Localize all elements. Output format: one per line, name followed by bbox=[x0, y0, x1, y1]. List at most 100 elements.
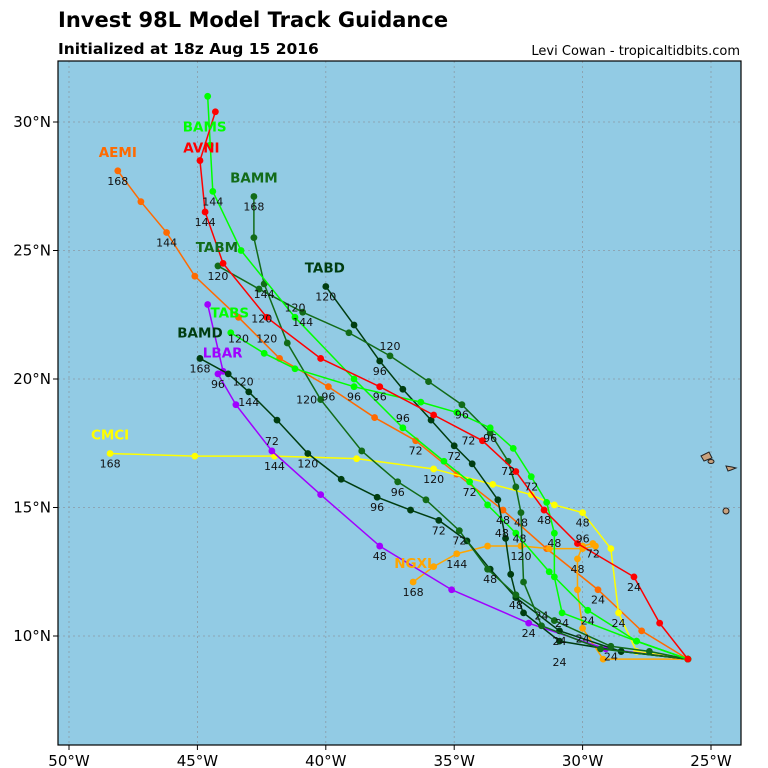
track-point bbox=[499, 506, 507, 514]
track-point bbox=[486, 424, 494, 432]
forecast-hour-label: 120 bbox=[380, 340, 401, 353]
track-point bbox=[214, 370, 222, 378]
track-point bbox=[509, 444, 517, 452]
forecast-hour-label: 168 bbox=[243, 201, 264, 214]
y-tick-label: 25°N bbox=[13, 242, 51, 260]
track-point bbox=[299, 308, 307, 316]
model-name-label: AVNI bbox=[183, 141, 219, 157]
forecast-hour-label: 48 bbox=[496, 514, 510, 527]
track-point bbox=[227, 329, 235, 337]
forecast-hour-label: 72 bbox=[463, 486, 477, 499]
track-point bbox=[232, 401, 240, 409]
forecast-hour-label: 96 bbox=[455, 409, 469, 422]
forecast-hour-label: 72 bbox=[265, 435, 279, 448]
forecast-hour-label: 48 bbox=[576, 517, 590, 530]
track-bams bbox=[204, 92, 692, 663]
track-point bbox=[484, 565, 491, 573]
track-point bbox=[574, 555, 581, 563]
track-point bbox=[527, 491, 535, 499]
track-point bbox=[371, 414, 378, 421]
track-point bbox=[630, 573, 638, 581]
track-point bbox=[291, 365, 299, 373]
track-point bbox=[484, 542, 491, 550]
island-shape bbox=[707, 459, 715, 464]
track-point bbox=[448, 586, 456, 594]
track-point bbox=[409, 578, 417, 586]
track-point bbox=[594, 586, 602, 594]
island-shape bbox=[725, 465, 738, 472]
forecast-hour-label: 168 bbox=[403, 586, 424, 599]
track-point bbox=[520, 578, 527, 586]
forecast-hour-label: 144 bbox=[264, 460, 285, 473]
track-point bbox=[453, 550, 461, 558]
model-name-label: TABS bbox=[210, 306, 249, 322]
forecast-hour-label: 48 bbox=[537, 514, 551, 527]
track-point bbox=[337, 475, 345, 483]
y-tick-label: 10°N bbox=[13, 627, 51, 645]
track-point bbox=[201, 208, 209, 216]
track-point bbox=[425, 378, 432, 385]
forecast-hour-label: 168 bbox=[107, 175, 128, 188]
track-point bbox=[211, 108, 219, 116]
forecast-hour-label: 168 bbox=[189, 362, 210, 375]
forecast-hour-label: 72 bbox=[447, 450, 461, 463]
track-point bbox=[540, 506, 548, 514]
track-point bbox=[245, 388, 253, 396]
track-point bbox=[556, 637, 563, 645]
forecast-hour-label: 120 bbox=[297, 458, 318, 471]
forecast-hour-label: 120 bbox=[423, 473, 444, 486]
forecast-hour-label: 72 bbox=[524, 481, 538, 494]
track-point bbox=[512, 468, 520, 475]
forecast-hour-label: 144 bbox=[156, 237, 177, 250]
track-point bbox=[350, 383, 358, 391]
track-point bbox=[607, 642, 615, 650]
track-point bbox=[543, 498, 551, 506]
forecast-hour-label: 120 bbox=[251, 313, 272, 326]
forecast-hour-label: 48 bbox=[514, 517, 528, 530]
forecast-hour-label: 96 bbox=[576, 533, 590, 546]
track-point bbox=[466, 478, 474, 486]
forecast-hour-label: 120 bbox=[233, 375, 254, 388]
track-point bbox=[376, 383, 384, 391]
track-point bbox=[607, 545, 615, 553]
track-point bbox=[633, 637, 640, 645]
forecast-hour-label: 24 bbox=[612, 617, 626, 630]
track-point bbox=[525, 619, 533, 627]
forecast-hour-label: 24 bbox=[627, 581, 641, 594]
track-point bbox=[468, 460, 476, 468]
track-point bbox=[304, 450, 312, 457]
track-point bbox=[458, 401, 466, 409]
forecast-hour-label: 96 bbox=[373, 391, 387, 404]
track-point bbox=[455, 527, 463, 535]
model-name-label: BAMM bbox=[230, 171, 278, 187]
track-point bbox=[527, 473, 535, 481]
track-point bbox=[512, 529, 520, 537]
track-point bbox=[283, 339, 291, 347]
forecast-hour-label: 48 bbox=[373, 550, 387, 563]
forecast-hour-label: 72 bbox=[586, 547, 600, 560]
forecast-hour-label: 24 bbox=[604, 650, 618, 663]
track-point bbox=[106, 450, 114, 457]
track-point bbox=[376, 357, 384, 365]
track-point bbox=[255, 285, 263, 293]
model-name-label: NGXI bbox=[394, 556, 432, 572]
track-point bbox=[489, 480, 497, 488]
track-point bbox=[684, 655, 692, 663]
track-point bbox=[407, 506, 414, 514]
track-point bbox=[558, 609, 566, 617]
forecast-hour-label: 48 bbox=[547, 537, 561, 550]
track-point bbox=[440, 457, 448, 465]
track-point bbox=[204, 301, 212, 308]
model-name-label: BAMD bbox=[177, 325, 222, 341]
forecast-hour-label: 72 bbox=[452, 535, 466, 548]
y-tick-label: 20°N bbox=[13, 370, 51, 388]
forecast-hour-label: 72 bbox=[461, 435, 475, 448]
track-point bbox=[507, 570, 515, 578]
track-point bbox=[399, 385, 407, 393]
track-point bbox=[574, 586, 581, 594]
forecast-hour-label: 120 bbox=[315, 290, 336, 303]
forecast-hour-label: 48 bbox=[509, 599, 523, 612]
track-point bbox=[545, 568, 553, 576]
track-point bbox=[453, 409, 461, 416]
x-tick-label: 25°W bbox=[690, 752, 732, 768]
